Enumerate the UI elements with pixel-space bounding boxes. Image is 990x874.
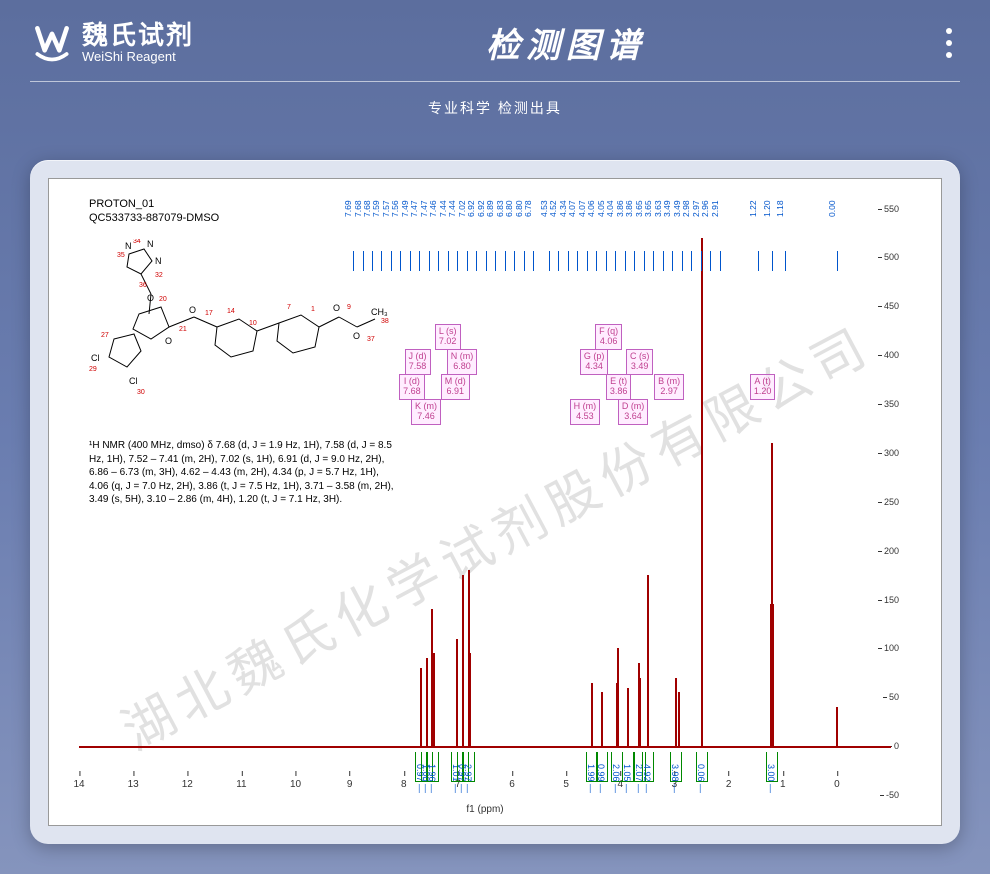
brand: 魏氏试剂 WeiShi Reagent (30, 21, 194, 65)
logo-text-en: WeiShi Reagent (82, 50, 194, 64)
integral-value: 1.99 — (586, 764, 596, 793)
chemical-shift-label: 7.69 (343, 200, 353, 217)
nmr-peak (469, 653, 471, 746)
spectrum-card: 湖北魏氏化学试剂股份有限公司 PROTON_01 QC533733-887079… (30, 160, 960, 844)
chemical-shift-label: 6.78 (523, 200, 533, 217)
chemical-shift-label: 1.22 (748, 200, 758, 217)
chemical-shift-label: 2.96 (700, 200, 710, 217)
integral-value: 3.00 — (766, 764, 776, 793)
chemical-shift-label: 6.92 (466, 200, 476, 217)
nmr-peak (426, 658, 428, 746)
chemical-shift-label: 7.59 (371, 200, 381, 217)
peak-assignment: I (d) 7.68 (399, 374, 425, 400)
peak-assignment: N (m) 6.80 (447, 349, 478, 375)
chemical-shift-label: 6.80 (504, 200, 514, 217)
integral-value: 2.97 — (463, 764, 473, 793)
nmr-peak (456, 639, 458, 747)
chemical-shift-label: 6.89 (485, 200, 495, 217)
peak-assignment: H (m) 4.53 (570, 399, 601, 425)
peak-assignment: C (s) 3.49 (626, 349, 654, 375)
peak-assignment: B (m) 2.97 (654, 374, 684, 400)
integral-value: 0.06 — (696, 764, 706, 793)
chemical-shift-label: 4.07 (567, 200, 577, 217)
chemical-shift-label: 3.65 (643, 200, 653, 217)
chemical-shift-label: 7.44 (447, 200, 457, 217)
nmr-peak (433, 653, 435, 746)
nmr-peak (617, 683, 619, 747)
nmr-peak (639, 678, 641, 746)
y-axis: -50050100150200250300350400450500550 (859, 189, 899, 795)
nmr-peak (591, 686, 593, 747)
integral-value: 2.06 — (611, 764, 621, 793)
chemical-shift-label: 7.47 (409, 200, 419, 217)
header: 魏氏试剂 WeiShi Reagent 检测图谱 (0, 0, 990, 77)
peak-assignment: A (t) 1.20 (750, 374, 776, 400)
chemical-shift-label: 3.49 (662, 200, 672, 217)
chemical-shift-label: 4.06 (586, 200, 596, 217)
integral-value: 0.99 — (596, 764, 606, 793)
chemical-shift-label: 7.46 (428, 200, 438, 217)
nmr-peak (772, 604, 774, 746)
peak-assignment: K (m) 7.46 (411, 399, 441, 425)
nmr-peak (836, 707, 838, 746)
chemical-shift-label: 4.52 (548, 200, 558, 217)
peak-assignment: G (p) 4.34 (580, 349, 609, 375)
integral-value: 1.96 — (427, 764, 437, 793)
chemical-shift-label: 1.18 (775, 200, 785, 217)
nmr-peak (462, 575, 464, 746)
peak-assignment: E (t) 3.86 (606, 374, 632, 400)
chemical-shift-label: 0.00 (827, 200, 837, 217)
nmr-peak (675, 678, 677, 746)
integral-value: 1.05 — (622, 764, 632, 793)
peak-assignment: D (m) 3.64 (618, 399, 649, 425)
axis-area: 14131211109876543210 f1 (ppm) -500501001… (79, 189, 891, 795)
logo-text-cn: 魏氏试剂 (82, 21, 194, 50)
nmr-peak (420, 668, 422, 746)
chemical-shift-label: 4.04 (605, 200, 615, 217)
x-axis-label: f1 (ppm) (466, 804, 503, 815)
peak-assignment: F (q) 4.06 (595, 324, 622, 350)
nmr-peak (647, 575, 649, 746)
nmr-plot: 湖北魏氏化学试剂股份有限公司 PROTON_01 QC533733-887079… (48, 178, 942, 826)
chemical-shift-label: 2.91 (710, 200, 720, 217)
peak-assignment: M (d) 6.91 (441, 374, 470, 400)
page-title: 检测图谱 (194, 18, 938, 67)
logo-icon (30, 21, 74, 65)
header-divider (30, 81, 960, 82)
peak-assignment: J (d) 7.58 (405, 349, 431, 375)
nmr-peak (701, 238, 703, 746)
nmr-peak (678, 692, 680, 746)
chemical-shift-label: 2.98 (681, 200, 691, 217)
integral-value: 3.98 — (670, 764, 680, 793)
integral-value: 4.92 — (642, 764, 652, 793)
nmr-peak (627, 688, 629, 747)
menu-button[interactable] (938, 20, 960, 66)
chemical-shift-label: 1.20 (762, 200, 772, 217)
chemical-shift-label: 7.56 (390, 200, 400, 217)
subtitle: 专业科学 检测出具 (0, 98, 990, 118)
peak-assignment: L (s) 7.02 (435, 324, 461, 350)
nmr-peak (601, 692, 603, 746)
chemical-shift-label: 3.86 (624, 200, 634, 217)
